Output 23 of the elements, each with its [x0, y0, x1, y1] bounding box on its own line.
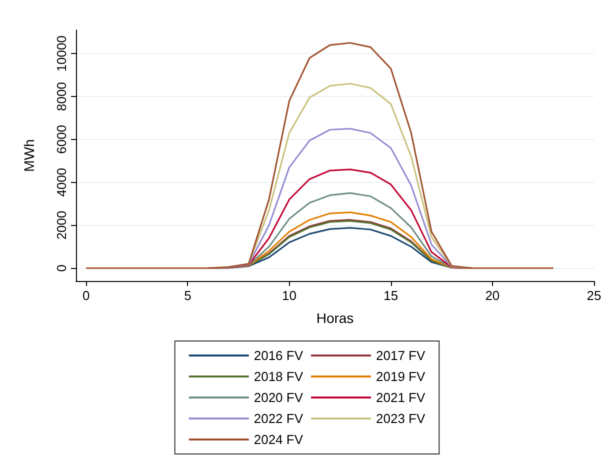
- y-tick-label: 0: [54, 264, 69, 272]
- x-tick-label: 15: [384, 288, 398, 303]
- y-tick-label: 2000: [54, 210, 69, 240]
- x-tick-label: 0: [82, 288, 90, 303]
- x-tick-label: 25: [586, 288, 602, 303]
- legend-label: 2017 FV: [376, 348, 426, 363]
- legend-label: 2020 FV: [254, 390, 304, 405]
- legend-label: 2021 FV: [376, 390, 426, 405]
- legend-label: 2018 FV: [254, 369, 304, 384]
- x-tick-label: 20: [485, 288, 500, 303]
- y-axis-title: MWh: [21, 139, 37, 172]
- x-axis-title: Horas: [316, 310, 354, 326]
- legend-label: 2023 FV: [376, 411, 426, 426]
- y-tick-label: 8000: [54, 82, 69, 111]
- x-tick-label: 5: [184, 288, 192, 303]
- x-tick-label: 10: [282, 288, 297, 303]
- legend-label: 2016 FV: [254, 348, 304, 363]
- legend-label: 2022 FV: [254, 411, 304, 426]
- y-tick-label: 4000: [54, 168, 69, 197]
- y-tick-label: 6000: [54, 124, 69, 154]
- legend-label: 2019 FV: [376, 369, 426, 384]
- y-tick-label: 10000: [54, 36, 69, 72]
- legend-label: 2024 FV: [254, 432, 304, 447]
